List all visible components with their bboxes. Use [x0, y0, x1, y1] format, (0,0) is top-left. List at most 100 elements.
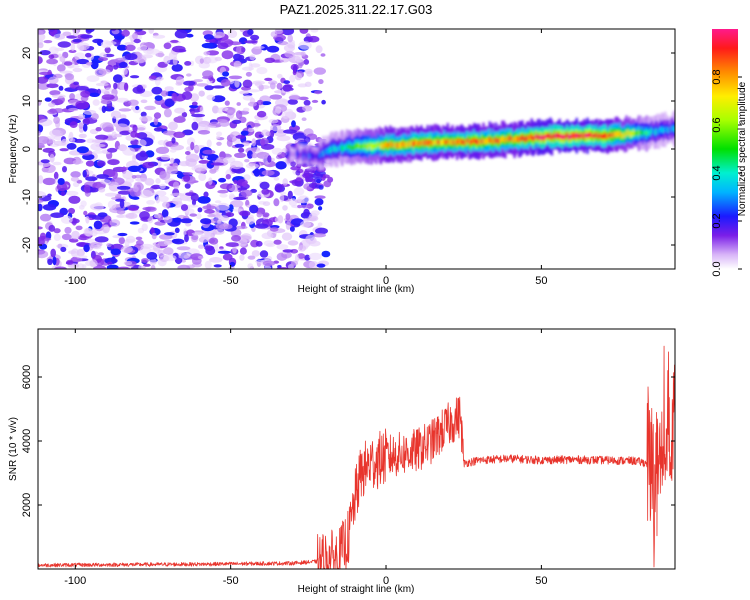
noise-blob: [268, 118, 279, 124]
noise-blob: [185, 33, 194, 38]
ridge-cell: [334, 146, 338, 152]
noise-blob: [38, 203, 43, 212]
noise-blob: [150, 264, 156, 269]
noise-blob: [211, 85, 225, 89]
noise-blob: [181, 91, 193, 100]
noise-blob: [153, 112, 162, 119]
noise-blob: [242, 95, 253, 101]
noise-blob: [203, 34, 214, 40]
noise-blob: [318, 79, 324, 85]
noise-blob: [138, 265, 144, 269]
ridge-cell: [594, 133, 597, 138]
noise-blob: [204, 231, 211, 238]
noise-blob: [196, 213, 202, 220]
ridge-cell: [460, 138, 463, 145]
ridge-cell: [386, 142, 389, 148]
noise-blob: [90, 204, 104, 211]
ridge-cell: [314, 153, 317, 159]
noise-blob: [141, 54, 154, 59]
noise-blob: [38, 136, 50, 145]
ridge-cell: [619, 131, 622, 137]
ridge-cell: [662, 128, 665, 133]
x-tick-label: -100: [64, 575, 86, 587]
ridge-cell: [589, 132, 592, 138]
noise-blob: [139, 115, 153, 122]
noise-blob: [225, 242, 240, 248]
ridge-cell: [328, 147, 331, 154]
ridge-cell: [602, 134, 605, 140]
ridge-cell: [317, 154, 321, 160]
noise-blob: [151, 86, 163, 95]
noise-blob: [256, 212, 263, 218]
noise-blob: [227, 109, 236, 114]
noise-blob: [274, 132, 287, 137]
noise-blob: [183, 174, 191, 182]
ridge-cell: [358, 143, 361, 149]
noise-blob: [141, 223, 148, 232]
noise-blob: [49, 90, 61, 96]
ridge-cell: [620, 132, 623, 139]
noise-blob: [151, 192, 160, 196]
noise-blob: [251, 152, 258, 159]
ridge-cell: [518, 136, 521, 142]
ridge-cell: [515, 136, 518, 142]
noise-blob: [177, 264, 191, 269]
noise-blob: [222, 71, 230, 77]
ridge-cell: [473, 137, 476, 144]
snr-x-ticks: -100 -50 0 50: [64, 329, 548, 587]
noise-blob: [218, 177, 227, 183]
noise-blob: [175, 76, 184, 85]
noise-blob: [153, 117, 159, 126]
noise-blob: [228, 266, 235, 269]
noise-blob: [242, 79, 253, 89]
noise-blob: [283, 44, 295, 52]
noise-blob: [223, 156, 236, 164]
noise-blob: [110, 29, 117, 32]
ridge-cell: [294, 150, 297, 157]
noise-blob: [38, 71, 53, 76]
noise-blob: [198, 90, 205, 97]
noise-blob: [64, 226, 72, 234]
ridge-cell: [499, 138, 502, 144]
ridge-cell: [606, 134, 609, 139]
noise-blob: [134, 132, 141, 138]
noise-blob: [239, 247, 247, 255]
ridge-cell: [577, 132, 580, 139]
noise-blob: [168, 121, 178, 131]
noise-blob: [129, 221, 140, 225]
ridge-cell: [636, 130, 639, 136]
noise-blob: [122, 147, 136, 156]
ridge-cell: [462, 139, 465, 145]
noise-blob: [146, 200, 156, 205]
ridge-cell: [361, 143, 364, 150]
ridge-cell: [634, 131, 637, 137]
ridge-cell: [443, 139, 446, 144]
noise-blob: [261, 143, 275, 150]
noise-blob: [168, 51, 178, 60]
ridge-cell: [483, 139, 487, 145]
ridge-cell: [337, 146, 341, 152]
noise-blob: [285, 221, 291, 230]
noise-blob: [234, 143, 245, 148]
noise-blob: [281, 232, 293, 241]
ridge-cell: [623, 132, 627, 139]
ridge-cell: [664, 126, 667, 132]
ridge-cell: [313, 153, 316, 160]
noise-blob: [215, 205, 220, 215]
noise-blob: [231, 119, 242, 124]
noise-blob: [44, 97, 52, 102]
noise-blob: [269, 94, 283, 100]
x-tick-label: 50: [535, 575, 547, 587]
noise-blob: [86, 61, 93, 66]
colorbar-tick-label: 0.0: [711, 261, 723, 276]
noise-blob: [78, 122, 84, 129]
noise-blob: [50, 248, 56, 258]
snr-series-line: [38, 345, 675, 569]
noise-blob: [251, 123, 261, 127]
noise-blob: [73, 81, 79, 86]
ridge-cell: [373, 143, 376, 149]
ridge-cell: [354, 143, 358, 150]
noise-blob: [299, 29, 309, 34]
ridge-cell: [505, 136, 509, 141]
ridge-cell: [452, 140, 456, 146]
